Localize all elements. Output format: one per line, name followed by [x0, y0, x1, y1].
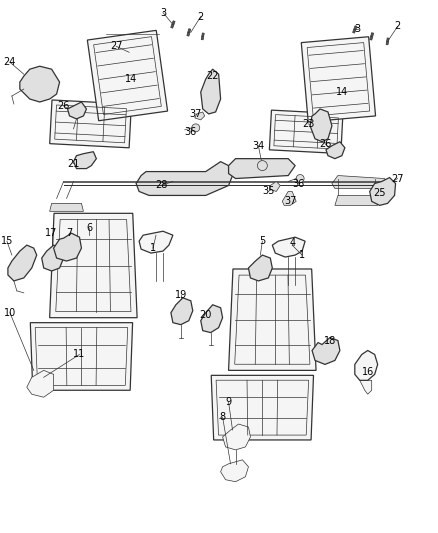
- Text: 1: 1: [150, 243, 156, 253]
- Polygon shape: [49, 204, 84, 211]
- Polygon shape: [211, 375, 314, 440]
- Text: 34: 34: [252, 141, 265, 151]
- Polygon shape: [223, 424, 251, 450]
- Text: 16: 16: [362, 367, 374, 377]
- Polygon shape: [201, 69, 221, 114]
- Text: 17: 17: [46, 228, 58, 238]
- Text: 27: 27: [391, 174, 404, 183]
- Polygon shape: [30, 322, 133, 390]
- Polygon shape: [87, 30, 168, 121]
- Text: 19: 19: [175, 290, 187, 300]
- Polygon shape: [221, 460, 248, 482]
- Text: 6: 6: [86, 223, 92, 233]
- Text: 36: 36: [185, 127, 197, 137]
- Text: 37: 37: [284, 196, 297, 206]
- Polygon shape: [139, 231, 173, 253]
- Polygon shape: [310, 109, 332, 142]
- Polygon shape: [201, 33, 204, 40]
- Text: 2: 2: [198, 12, 204, 21]
- Polygon shape: [353, 26, 357, 33]
- Circle shape: [192, 124, 200, 132]
- Polygon shape: [386, 38, 389, 45]
- Polygon shape: [195, 112, 205, 120]
- Text: 18: 18: [324, 336, 336, 345]
- Polygon shape: [335, 196, 378, 205]
- Text: 37: 37: [190, 109, 202, 119]
- Text: 3: 3: [355, 25, 361, 35]
- Polygon shape: [360, 381, 372, 394]
- Text: 14: 14: [336, 87, 348, 97]
- Polygon shape: [171, 21, 175, 28]
- Polygon shape: [49, 213, 137, 318]
- Text: 11: 11: [73, 350, 85, 359]
- Polygon shape: [8, 245, 37, 281]
- Polygon shape: [229, 159, 295, 179]
- Text: 7: 7: [67, 228, 73, 238]
- Polygon shape: [355, 351, 378, 381]
- Polygon shape: [270, 182, 280, 191]
- Polygon shape: [248, 255, 272, 281]
- Text: 26: 26: [57, 101, 70, 111]
- Polygon shape: [370, 177, 396, 205]
- Text: 28: 28: [155, 181, 167, 190]
- Text: 1: 1: [299, 250, 305, 260]
- Text: 2: 2: [395, 21, 401, 31]
- Polygon shape: [370, 33, 374, 40]
- Text: 3: 3: [160, 7, 166, 18]
- Text: 8: 8: [219, 412, 226, 422]
- Polygon shape: [20, 66, 60, 102]
- Circle shape: [296, 174, 304, 182]
- Text: 36: 36: [292, 179, 304, 189]
- Text: 4: 4: [289, 238, 295, 248]
- Polygon shape: [136, 161, 233, 196]
- Polygon shape: [187, 29, 191, 36]
- Polygon shape: [272, 237, 305, 257]
- Polygon shape: [282, 191, 296, 205]
- Text: 22: 22: [206, 71, 219, 81]
- Text: 9: 9: [226, 397, 232, 407]
- Polygon shape: [27, 370, 53, 397]
- Text: 20: 20: [200, 310, 212, 320]
- Polygon shape: [49, 100, 131, 148]
- Polygon shape: [74, 152, 96, 168]
- Text: 35: 35: [262, 187, 275, 197]
- Text: 26: 26: [319, 139, 331, 149]
- Text: 27: 27: [110, 42, 123, 51]
- Text: 5: 5: [259, 236, 265, 246]
- Polygon shape: [301, 37, 375, 122]
- Polygon shape: [201, 305, 223, 333]
- Text: 10: 10: [4, 308, 16, 318]
- Polygon shape: [326, 142, 345, 159]
- Polygon shape: [229, 269, 316, 370]
- Polygon shape: [269, 110, 343, 154]
- Text: 23: 23: [302, 119, 314, 129]
- Text: 21: 21: [67, 159, 80, 168]
- Text: 14: 14: [125, 74, 137, 84]
- Polygon shape: [53, 233, 81, 261]
- Polygon shape: [42, 245, 64, 271]
- Polygon shape: [332, 175, 388, 189]
- Polygon shape: [171, 298, 193, 325]
- Text: 24: 24: [4, 57, 16, 67]
- Polygon shape: [67, 102, 86, 119]
- Polygon shape: [312, 337, 340, 365]
- Text: 25: 25: [374, 189, 386, 198]
- Circle shape: [258, 160, 267, 171]
- Text: 15: 15: [1, 236, 13, 246]
